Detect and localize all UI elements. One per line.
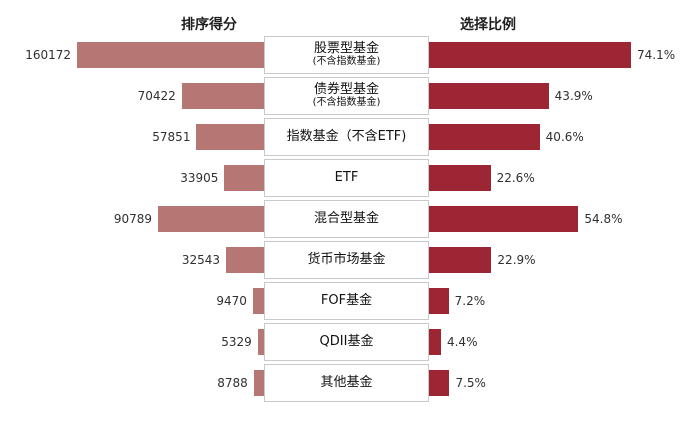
right-ratio-bar (429, 288, 449, 314)
right-ratio-label: 54.8% (584, 212, 623, 226)
right-ratio-label: 22.6% (496, 171, 535, 185)
right-ratio-bar (429, 42, 631, 68)
left-score-bar (224, 165, 264, 191)
right-ratio-bar (429, 165, 491, 191)
right-ratio-label: 43.9% (554, 89, 593, 103)
category-label: 股票型基金 (313, 41, 379, 57)
left-score-bar (252, 288, 264, 314)
category-label: 指数基金（不含ETF) (286, 128, 407, 144)
category-sub-label: (不含指数基金) (312, 97, 381, 109)
left-score-label: 32543 (181, 253, 221, 267)
left-score-bar (158, 206, 264, 232)
right-ratio-bar (429, 124, 540, 150)
left-score-bar (196, 124, 264, 150)
category-label: 混合型基金 (313, 210, 379, 226)
left-score-bar (253, 370, 264, 396)
left-score-label: 8788 (217, 376, 248, 390)
left-score-label: 57851 (152, 130, 191, 144)
category-box: QDII基金 (264, 323, 429, 361)
left-score-bar (181, 83, 264, 109)
left-score-bar (226, 247, 264, 273)
left-score-label: 70422 (137, 89, 176, 103)
category-box: 其他基金 (264, 364, 429, 402)
right-ratio-bar (429, 206, 579, 232)
category-sub-label: (不含指数基金) (312, 56, 381, 68)
left-score-label: 160172 (25, 48, 71, 62)
right-ratio-label: 7.5% (455, 376, 486, 390)
category-label: ETF (334, 169, 359, 185)
right-ratio-label: 74.1% (637, 48, 676, 62)
left-score-label: 9470 (216, 294, 247, 308)
category-box: ETF (264, 159, 429, 197)
right-ratio-bar (429, 247, 492, 273)
left-score-bar (257, 329, 264, 355)
category-box: 货币市场基金 (264, 241, 429, 279)
category-box: 债券型基金 (不含指数基金) (264, 77, 429, 115)
category-label: 债券型基金 (313, 82, 379, 98)
left-score-bar (77, 42, 264, 68)
left-series-title: 排序得分 (181, 17, 237, 33)
right-series-title: 选择比例 (460, 17, 516, 33)
right-ratio-bar (429, 370, 450, 396)
category-label: 其他基金 (320, 374, 373, 390)
category-box: FOF基金 (264, 282, 429, 320)
left-score-label: 5329 (221, 335, 252, 349)
right-ratio-label: 22.9% (497, 253, 536, 267)
right-ratio-label: 7.2% (454, 294, 486, 308)
right-ratio-label: 4.4% (446, 335, 478, 349)
left-score-label: 33905 (180, 171, 219, 185)
right-ratio-bar (429, 83, 549, 109)
category-box: 股票型基金 (不含指数基金) (264, 36, 429, 74)
category-label: FOF基金 (320, 292, 373, 308)
right-ratio-bar (429, 329, 441, 355)
left-score-label: 90789 (113, 212, 153, 226)
category-label: QDII基金 (319, 333, 374, 349)
category-box: 混合型基金 (264, 200, 429, 238)
category-box: 指数基金（不含ETF) (264, 118, 429, 156)
right-ratio-label: 40.6% (545, 130, 584, 144)
category-label: 货币市场基金 (307, 251, 386, 267)
